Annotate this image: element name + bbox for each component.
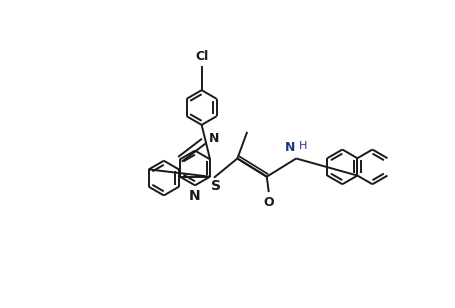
Text: O: O	[263, 196, 273, 209]
Text: S: S	[211, 179, 221, 193]
Text: N: N	[189, 189, 200, 203]
Text: H: H	[298, 141, 307, 152]
Text: Cl: Cl	[195, 51, 208, 63]
Text: N: N	[208, 132, 219, 145]
Text: N: N	[284, 141, 294, 155]
